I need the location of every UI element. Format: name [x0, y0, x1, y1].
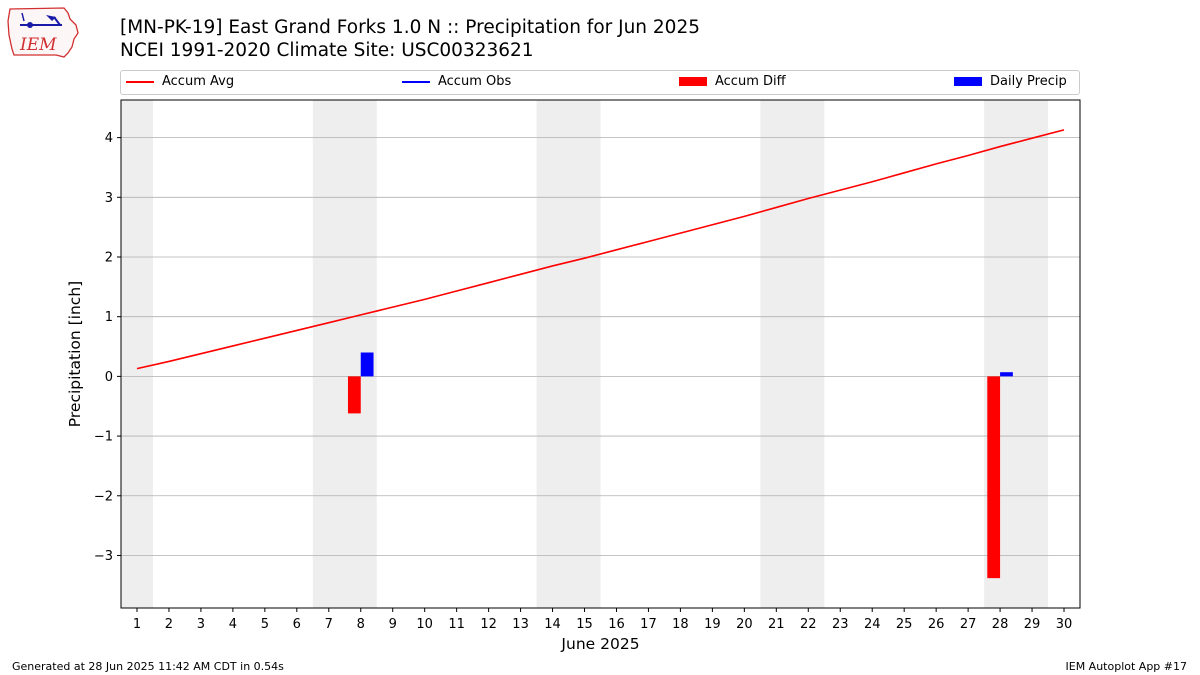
x-tick-label-16: 17	[640, 617, 657, 632]
footer-app-text: IEM Autoplot App #17	[1065, 660, 1188, 673]
weekend-shade-3	[760, 100, 825, 608]
x-tick-label-5: 6	[293, 617, 301, 632]
logo-text: IEM	[19, 35, 57, 55]
iem-logo: IEM	[6, 5, 82, 63]
x-tick-label-25: 26	[928, 617, 945, 632]
x-tick-label-26: 27	[960, 617, 977, 632]
x-tick-label-15: 16	[608, 617, 625, 632]
x-tick-label-12: 13	[512, 617, 529, 632]
x-tick-label-2: 3	[197, 617, 205, 632]
x-tick-label-27: 28	[992, 617, 1009, 632]
legend-item-accum-obs: Accum Obs	[402, 74, 511, 89]
legend-label-accum-obs: Accum Obs	[438, 74, 512, 89]
legend-item-accum-diff: Accum Diff	[679, 74, 786, 89]
x-tick-label-6: 7	[325, 617, 333, 632]
x-tick-label-23: 24	[864, 617, 881, 632]
weekend-shade-0	[121, 100, 153, 608]
y-tick-label-6: 3	[105, 191, 113, 206]
x-tick-label-18: 19	[704, 617, 721, 632]
y-tick-label-2: −1	[94, 430, 113, 445]
x-tick-label-7: 8	[357, 617, 365, 632]
y-tick-label-7: 4	[105, 131, 113, 146]
x-tick-label-28: 29	[1024, 617, 1041, 632]
x-tick-label-14: 15	[576, 617, 593, 632]
x-axis-label: June 2025	[560, 635, 639, 653]
legend-swatch-daily-precip	[954, 77, 982, 86]
x-tick-label-24: 25	[896, 617, 913, 632]
x-tick-label-29: 30	[1056, 617, 1073, 632]
x-tick-label-22: 23	[832, 617, 849, 632]
x-tick-label-0: 1	[133, 617, 141, 632]
chart-title: [MN-PK-19] East Grand Forks 1.0 N :: Pre…	[120, 17, 700, 38]
y-tick-label-1: −2	[94, 489, 113, 504]
x-tick-label-4: 5	[261, 617, 269, 632]
plot-frame	[120, 99, 1081, 609]
x-tick-label-20: 21	[768, 617, 785, 632]
legend-swatch-accum-obs	[402, 80, 430, 83]
x-tick-label-13: 14	[544, 617, 561, 632]
legend-item-daily-precip: Daily Precip	[954, 74, 1067, 89]
legend-label-daily-precip: Daily Precip	[990, 74, 1067, 89]
x-tick-label-10: 11	[448, 617, 465, 632]
chart-subtitle: NCEI 1991-2020 Climate Site: USC00323621	[120, 40, 534, 61]
legend-swatch-accum-avg	[126, 80, 154, 83]
legend: Accum Avg Accum Obs Accum Diff Daily Pre…	[120, 70, 1080, 95]
weekend-shade-2	[536, 100, 601, 608]
y-axis-label: Precipitation [inch]	[66, 281, 84, 427]
bar-daily-precip-day-8	[360, 352, 374, 377]
legend-label-accum-diff: Accum Diff	[715, 74, 786, 89]
bar-accum-diff-day-28	[987, 376, 1001, 579]
legend-item-accum-avg: Accum Avg	[126, 74, 234, 89]
x-tick-label-11: 12	[480, 617, 497, 632]
y-tick-label-5: 2	[105, 250, 113, 265]
y-tick-label-0: −3	[94, 549, 113, 564]
x-tick-label-19: 20	[736, 617, 753, 632]
x-tick-label-8: 9	[389, 617, 397, 632]
y-tick-label-4: 1	[105, 310, 113, 325]
legend-swatch-accum-diff	[679, 77, 707, 86]
x-tick-label-17: 18	[672, 617, 689, 632]
x-tick-label-21: 22	[800, 617, 817, 632]
y-tick-label-3: 0	[105, 370, 113, 385]
legend-label-accum-avg: Accum Avg	[162, 74, 235, 89]
footer-generated-text: Generated at 28 Jun 2025 11:42 AM CDT in…	[12, 660, 284, 673]
bar-accum-diff-day-8	[347, 376, 361, 414]
line-accum-avg	[136, 129, 1065, 370]
x-tick-label-3: 4	[229, 617, 237, 632]
x-tick-label-9: 10	[416, 617, 433, 632]
bar-daily-precip-day-28	[1000, 372, 1013, 377]
x-tick-label-1: 2	[165, 617, 173, 632]
